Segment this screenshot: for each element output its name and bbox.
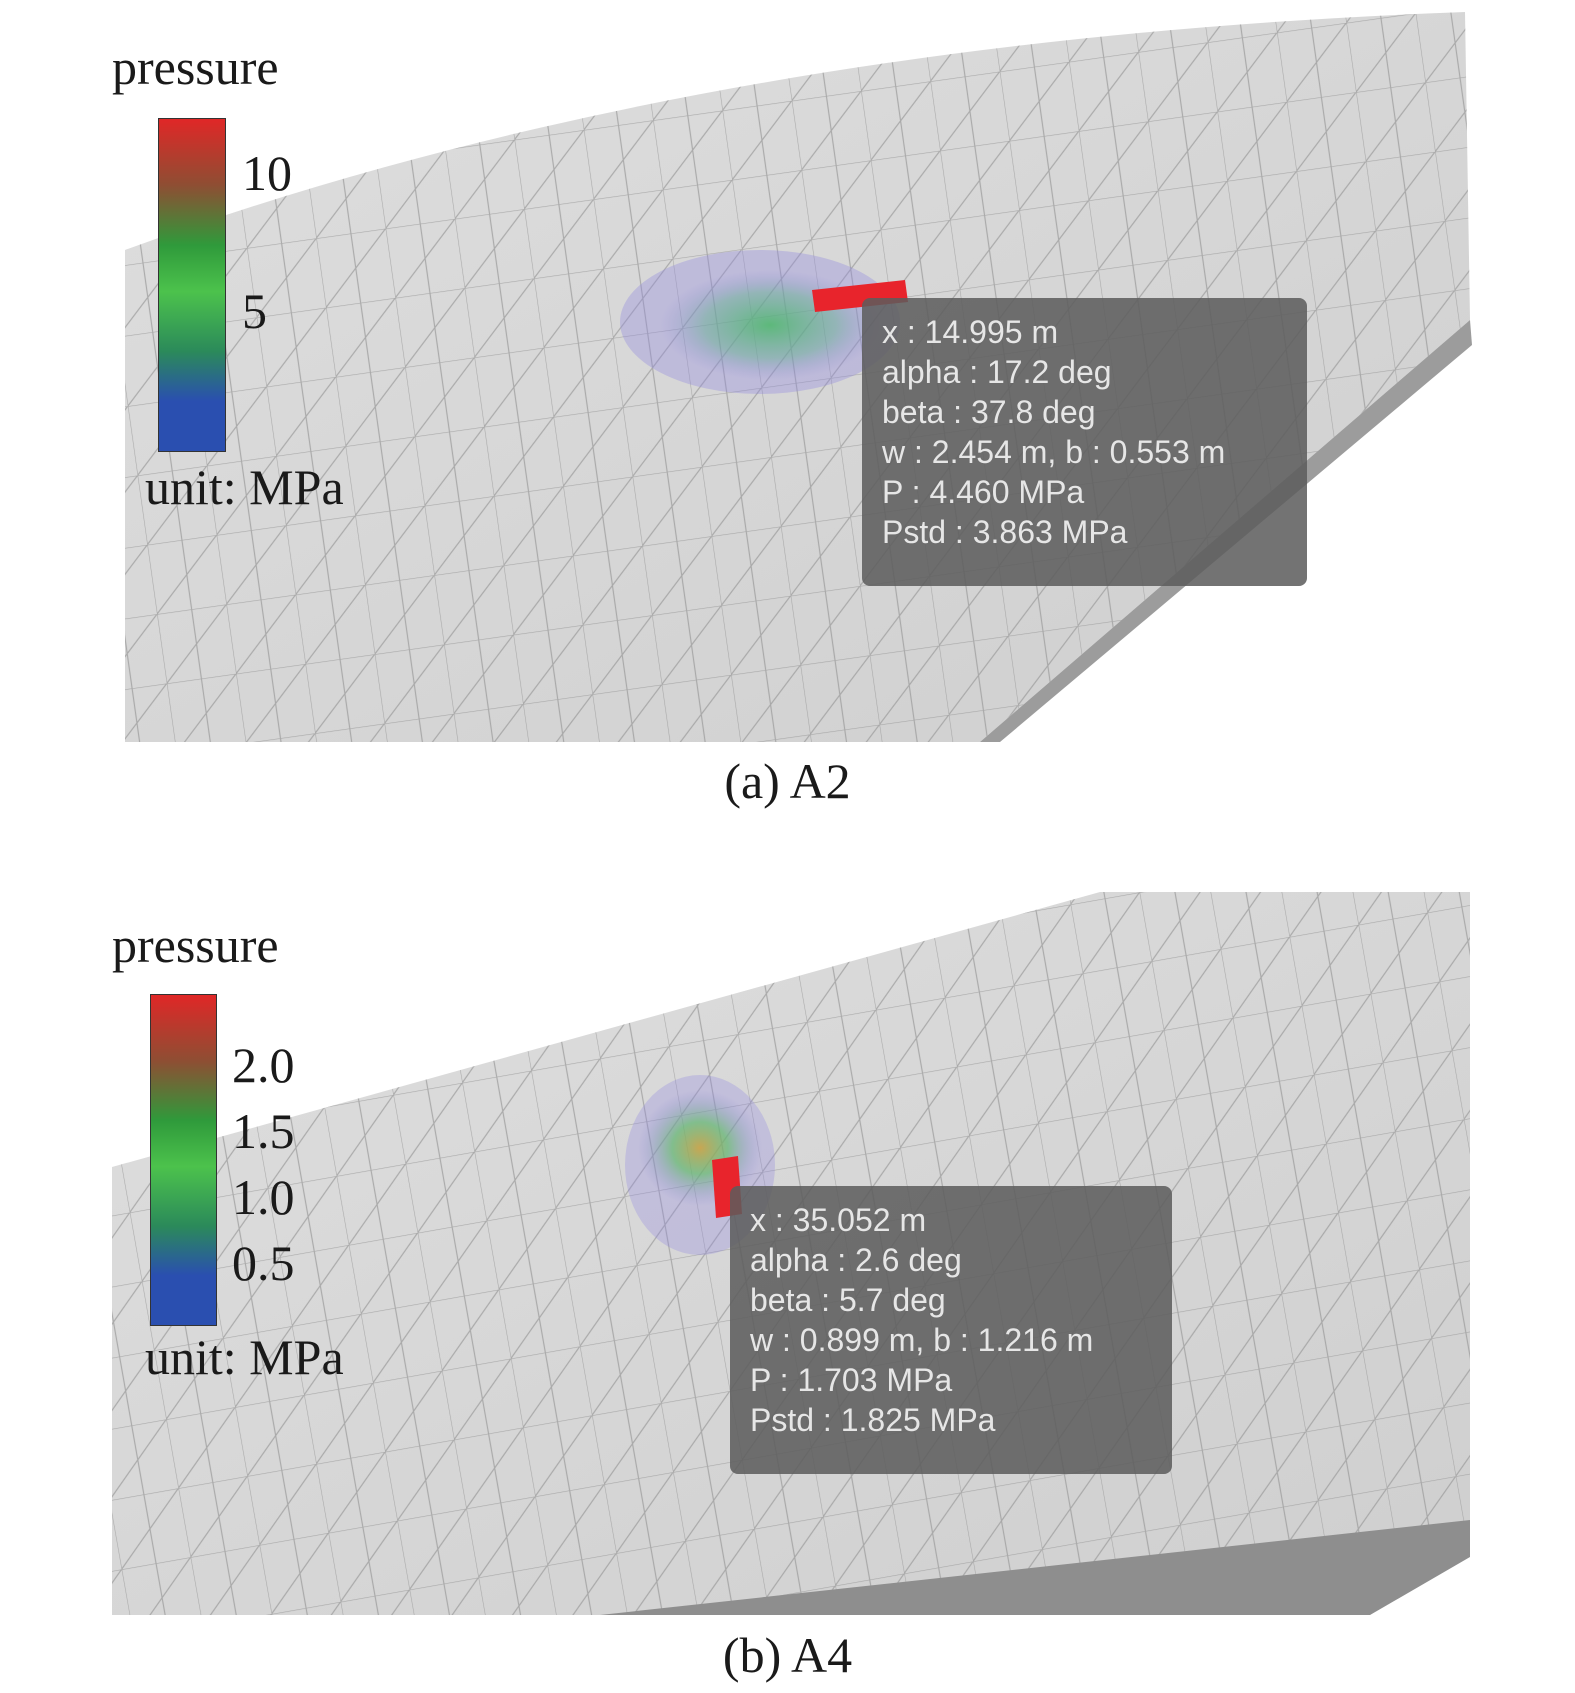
info-alpha: alpha : 17.2 deg [882,354,1112,390]
info-alpha: alpha : 2.6 deg [750,1242,962,1278]
caption-b: (b) A4 [722,1627,853,1683]
info-box-b: x : 35.052 m alpha : 2.6 deg beta : 5.7 … [730,1186,1172,1474]
info-beta: beta : 37.8 deg [882,394,1096,430]
info-beta: beta : 5.7 deg [750,1282,946,1318]
tick-label: 1.0 [232,1169,295,1225]
legend-title-a: pressure [112,39,279,95]
info-pressure: P : 4.460 MPa [882,474,1085,510]
info-width-breadth: w : 2.454 m, b : 0.553 m [882,434,1226,470]
info-pressure-std: Pstd : 3.863 MPa [882,514,1128,550]
info-x: x : 14.995 m [882,314,1059,350]
info-x: x : 35.052 m [750,1202,927,1238]
panel-a: pressure 10 5 unit: MPa x : 14.995 m alp… [0,0,1575,820]
tick-label: 10 [242,145,292,201]
legend-unit-b: unit: MPa [145,1329,344,1385]
hull-edge-b [600,1520,1470,1615]
tick-label: 0.5 [232,1235,295,1291]
tick-label: 2.0 [232,1037,295,1093]
panel-b: pressure 2.0 1.5 1.0 0.5 unit: MPa x : 3… [0,880,1575,1693]
info-width-breadth: w : 0.899 m, b : 1.216 m [750,1322,1094,1358]
tick-label: 5 [242,283,267,339]
caption-a: (a) A2 [724,753,851,809]
legend-unit-a: unit: MPa [145,459,344,515]
info-pressure-std: Pstd : 1.825 MPa [750,1402,996,1438]
colorbar-a [158,118,226,452]
tick-label: 1.5 [232,1103,295,1159]
hull-surface-a [125,12,1472,742]
legend-title-b: pressure [112,917,279,973]
info-box-a: x : 14.995 m alpha : 17.2 deg beta : 37.… [862,298,1307,586]
colorbar-b [150,994,217,1326]
info-pressure: P : 1.703 MPa [750,1362,953,1398]
